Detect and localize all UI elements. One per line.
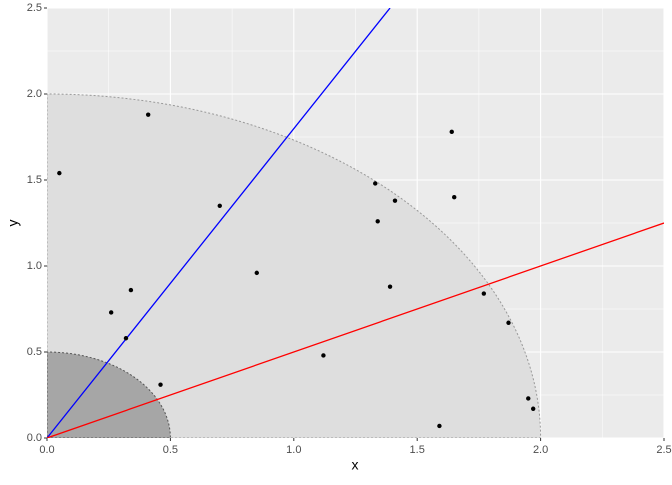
point bbox=[506, 320, 511, 325]
point bbox=[530, 406, 536, 411]
point bbox=[452, 195, 457, 200]
point bbox=[57, 170, 62, 176]
point bbox=[481, 291, 487, 296]
y-tick-label: 0.5 bbox=[27, 346, 42, 358]
x-tick-label: 0.0 bbox=[39, 444, 54, 456]
point bbox=[392, 198, 398, 203]
point bbox=[108, 310, 114, 315]
point bbox=[449, 129, 454, 135]
x-axis-title: x bbox=[352, 457, 359, 473]
point bbox=[158, 382, 163, 387]
point bbox=[387, 284, 393, 289]
point bbox=[375, 219, 380, 224]
y-tick-label: 0.0 bbox=[27, 432, 42, 444]
x-tick-label: 1.5 bbox=[410, 444, 425, 456]
point bbox=[373, 181, 378, 186]
point bbox=[526, 396, 531, 401]
y-tick-label: 2.5 bbox=[27, 2, 42, 14]
point bbox=[217, 203, 222, 208]
y-tick-label: 1.0 bbox=[27, 260, 42, 272]
point bbox=[123, 336, 129, 341]
x-tick-label: 2.0 bbox=[533, 444, 548, 456]
x-tick-label: 2.5 bbox=[656, 444, 671, 456]
point bbox=[321, 353, 326, 358]
quarter-circle bbox=[47, 351, 171, 438]
point bbox=[128, 287, 134, 293]
y-axis-title: y bbox=[5, 220, 21, 227]
y-tick-label: 1.5 bbox=[27, 174, 42, 186]
reference-line bbox=[47, 8, 391, 438]
point bbox=[145, 112, 151, 117]
y-tick-label: 2.0 bbox=[27, 88, 42, 100]
reference-line bbox=[47, 222, 664, 438]
point bbox=[254, 270, 259, 276]
x-tick-label: 1.0 bbox=[286, 444, 301, 456]
x-tick-label: 0.5 bbox=[163, 444, 178, 456]
quarter-circle bbox=[47, 93, 542, 438]
point bbox=[437, 423, 442, 429]
